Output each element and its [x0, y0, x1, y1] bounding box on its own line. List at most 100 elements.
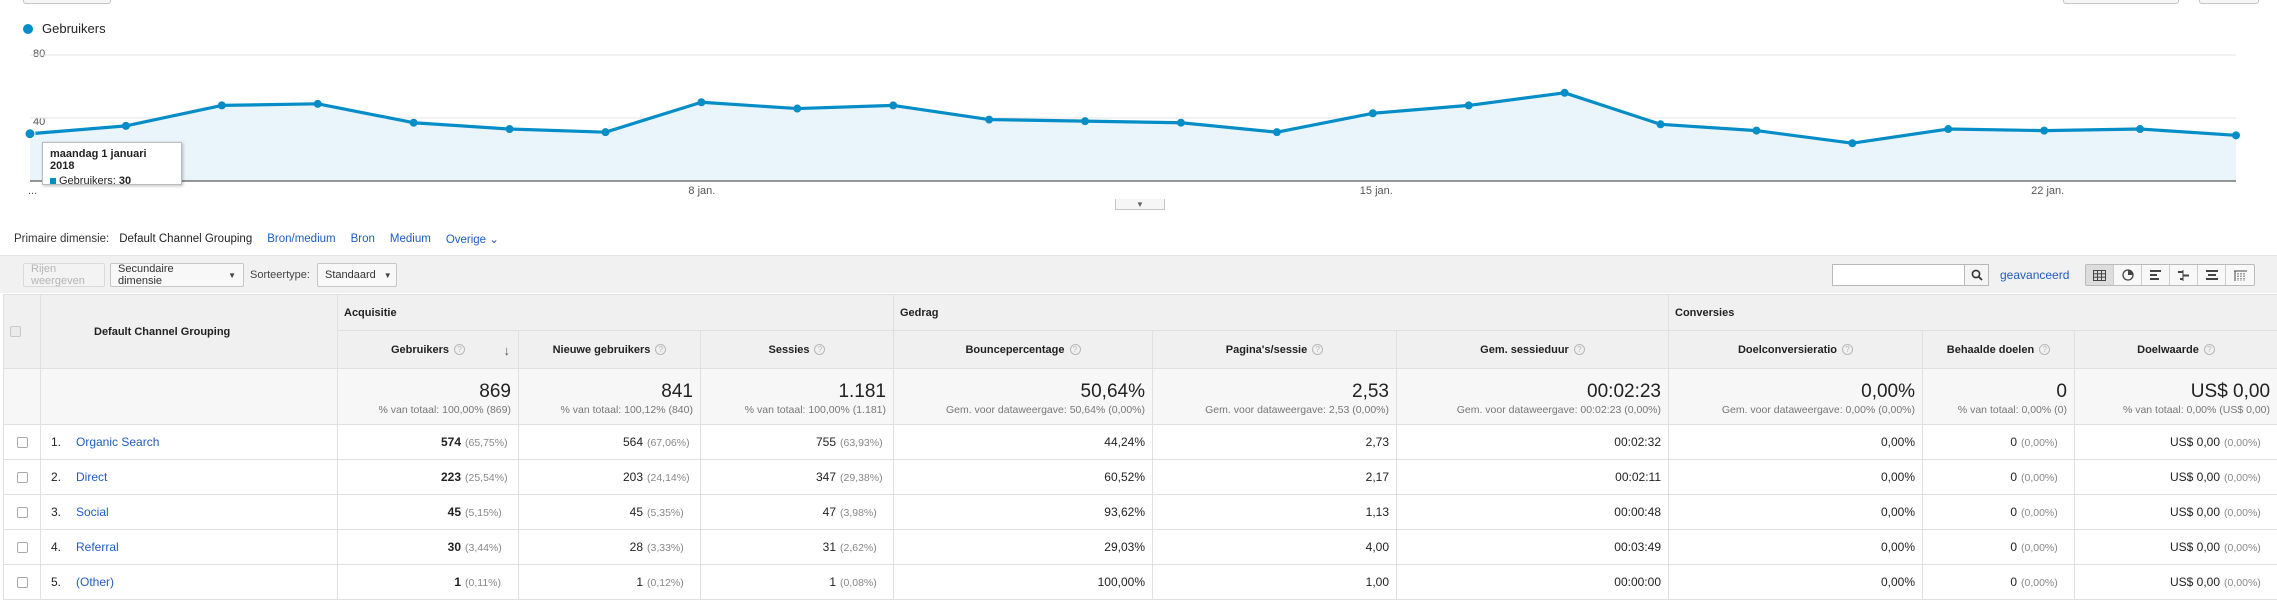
help-icon[interactable]: ?	[1069, 344, 1081, 356]
data-point[interactable]	[217, 101, 226, 110]
data-point[interactable]	[2040, 126, 2049, 135]
sort-type-dropdown[interactable]: Standaard ▼	[317, 263, 397, 287]
view-pivot-button[interactable]	[2226, 265, 2254, 285]
metric-header-avg-session-duration[interactable]: Gem. sessieduur?	[1396, 330, 1669, 369]
channel-link[interactable]: Direct	[76, 470, 108, 484]
cell-value: 93,62%	[1104, 505, 1145, 519]
channel-link[interactable]: (Other)	[76, 575, 115, 589]
channel-link[interactable]: Organic Search	[76, 435, 160, 449]
dimension-link-medium[interactable]: Medium	[389, 233, 431, 245]
show-rows-button[interactable]: Rijen weergeven	[23, 263, 105, 287]
data-point[interactable]	[697, 98, 706, 107]
goal-conversion-rate-cell: 0,00%	[1668, 564, 1923, 600]
channel-link[interactable]: Social	[76, 505, 109, 519]
top-right-button-stub[interactable]	[2199, 0, 2259, 4]
table-row[interactable]: 1. Organic Search 574 (65,75%) 564 (67,06%) 75…	[3, 424, 2277, 460]
row-select-cell[interactable]	[3, 529, 41, 565]
metric-header-goal-completions-label: Behaalde doelen	[1946, 343, 2035, 356]
help-icon[interactable]: ?	[2203, 344, 2215, 356]
help-icon[interactable]: ?	[454, 344, 466, 356]
data-point[interactable]	[1944, 125, 1953, 134]
tooltip-series-swatch	[50, 178, 56, 184]
help-icon[interactable]: ?	[2039, 344, 2051, 356]
table-row[interactable]: 2. Direct 223 (25,54%) 203 (24,14%) 347 (29,38%…	[3, 459, 2277, 495]
data-point[interactable]	[2136, 125, 2145, 134]
users-line-chart[interactable]	[0, 40, 2277, 210]
help-icon[interactable]: ?	[1312, 344, 1324, 356]
table-row[interactable]: 5. (Other) 1 (0,11%) 1 (0,12%) 1 (0,08%) 100,00%…	[3, 564, 2277, 600]
help-icon[interactable]: ?	[655, 344, 667, 356]
metric-header-bounce-rate[interactable]: Bouncepercentage?	[893, 330, 1153, 369]
data-point[interactable]	[1081, 117, 1090, 126]
goal-conversion-rate-cell: 0,00%	[1668, 424, 1923, 460]
view-table-button[interactable]	[2086, 265, 2114, 285]
data-point[interactable]	[409, 118, 418, 127]
row-checkbox[interactable]	[16, 472, 28, 484]
row-select-cell[interactable]	[3, 564, 41, 600]
data-point[interactable]	[1272, 128, 1281, 137]
cell-percentage: (5,35%)	[647, 507, 684, 519]
search-button[interactable]	[1964, 264, 1989, 286]
data-point[interactable]	[1176, 118, 1185, 127]
metric-header-goal-value[interactable]: Doelwaarde?	[2073, 330, 2277, 369]
data-point[interactable]	[2232, 131, 2240, 140]
metric-header-pages-per-session[interactable]: Pagina's/sessie?	[1152, 330, 1397, 369]
sort-desc-icon[interactable]: ↓	[503, 343, 511, 358]
channel-link[interactable]: Referral	[76, 540, 119, 554]
row-checkbox[interactable]	[16, 437, 28, 449]
metric-header-sessions[interactable]: Sessies?	[700, 330, 894, 369]
dimension-header[interactable]: Default Channel Grouping	[40, 294, 338, 369]
dimension-link-source-medium[interactable]: Bron/medium	[267, 233, 336, 245]
data-point[interactable]	[1752, 126, 1761, 135]
help-icon[interactable]: ?	[814, 344, 826, 356]
help-icon[interactable]: ?	[1842, 344, 1854, 356]
view-performance-button[interactable]	[2142, 265, 2170, 285]
dimension-link-other[interactable]: Overige ⌄	[446, 232, 499, 246]
row-select-cell[interactable]	[3, 459, 41, 495]
dimension-link-source[interactable]: Bron	[350, 233, 375, 245]
cell-percentage: (0,00%)	[2021, 542, 2058, 554]
data-point[interactable]	[985, 115, 994, 124]
data-point[interactable]	[505, 125, 514, 134]
row-select-cell[interactable]	[3, 424, 41, 460]
row-checkbox[interactable]	[16, 542, 28, 554]
chart-legend[interactable]: Gebruikers	[23, 21, 106, 36]
y-tick-label-80: 80	[33, 48, 46, 60]
goal-conversion-rate-cell: 0,00%	[1668, 494, 1923, 530]
data-point[interactable]	[1848, 139, 1857, 148]
metric-header-goal-conversion-rate[interactable]: Doelconversieratio?	[1668, 330, 1923, 369]
data-point[interactable]	[601, 128, 610, 137]
top-right-toggle-stub[interactable]	[2063, 0, 2179, 4]
cell-percentage: (0,00%)	[2021, 437, 2058, 449]
view-term-cloud-button[interactable]	[2198, 265, 2226, 285]
metric-header-goal-completions[interactable]: Behaalde doelen?	[1922, 330, 2075, 369]
data-point[interactable]	[793, 104, 802, 113]
data-point[interactable]	[24, 128, 36, 140]
view-comparison-button[interactable]	[2170, 265, 2198, 285]
view-pie-button[interactable]	[2114, 265, 2142, 285]
data-point[interactable]	[1368, 109, 1377, 118]
cell-value: 0	[2010, 575, 2017, 589]
row-checkbox[interactable]	[16, 507, 28, 519]
table-row[interactable]: 3. Social 45 (5,15%) 45 (5,35%) 47 (3,98%) 93,62…	[3, 494, 2277, 530]
data-point[interactable]	[121, 121, 130, 130]
row-select-cell[interactable]	[3, 494, 41, 530]
select-all-checkbox[interactable]	[10, 326, 21, 338]
cell-percentage: (0,00%)	[2021, 472, 2058, 484]
data-point[interactable]	[1464, 101, 1473, 110]
advanced-filter-link[interactable]: geavanceerd	[2000, 268, 2070, 282]
table-row[interactable]: 4. Referral 30 (3,44%) 28 (3,33%) 31 (2,62%) 29,…	[3, 529, 2277, 565]
metric-header-users[interactable]: Gebruikers? ↓	[337, 330, 519, 369]
select-all-cell[interactable]	[3, 294, 41, 369]
metric-header-new-users[interactable]: Nieuwe gebruikers?	[518, 330, 701, 369]
data-point[interactable]	[1560, 88, 1569, 97]
data-point[interactable]	[313, 99, 322, 108]
data-point[interactable]	[1656, 120, 1665, 129]
data-point[interactable]	[889, 101, 898, 110]
top-left-button-stub[interactable]	[23, 0, 111, 4]
chart-collapse-handle[interactable]: ▼	[1115, 199, 1165, 210]
row-checkbox[interactable]	[16, 577, 28, 589]
help-icon[interactable]: ?	[1573, 344, 1585, 356]
secondary-dimension-dropdown[interactable]: Secundaire dimensie ▼	[110, 263, 244, 287]
primary-dimension-active[interactable]: Default Channel Grouping	[119, 233, 253, 245]
